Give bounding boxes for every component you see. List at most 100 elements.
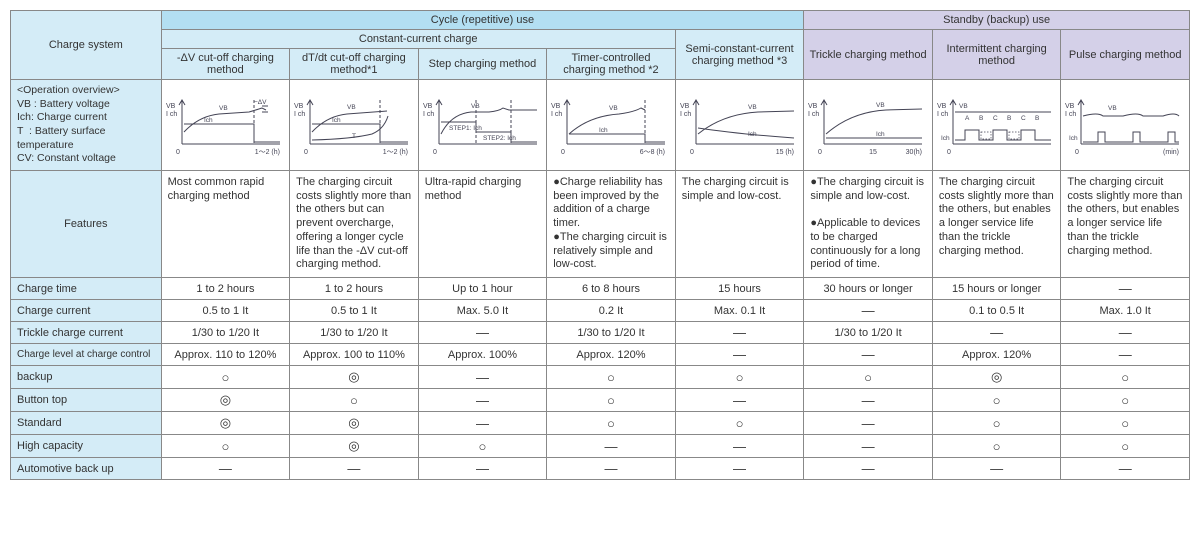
rowhdr-button_top: Button top — [11, 389, 162, 412]
cell-features-2: Ultra-rapid charging method — [418, 170, 547, 277]
rowhdr-auto_backup: Automotive back up — [11, 458, 162, 480]
hdr-trickle: Trickle charging method — [804, 30, 933, 80]
cell-button_top-1: ○ — [290, 389, 419, 412]
rowhdr-high_capacity: High capacity — [11, 435, 162, 458]
svg-text:VB: VB — [609, 105, 618, 112]
cell-high_capacity-5: — — [804, 435, 933, 458]
cell-charge_time-7: — — [1061, 278, 1190, 300]
cell-charge_level-0: Approx. 110 to 120% — [161, 344, 290, 366]
svg-text:Ich: Ich — [204, 117, 213, 124]
hdr-pulse: Pulse charging method — [1061, 30, 1190, 80]
graph-2: VBI ch0VBSTEP1: IchSTEP2: Ich — [418, 80, 547, 171]
rowhdr-features: Features — [11, 170, 162, 277]
svg-text:Ich: Ich — [941, 135, 950, 142]
graph-0: VBI ch01～2 (h)VBIch−ΔV — [161, 80, 290, 171]
svg-text:Ich: Ich — [1069, 135, 1078, 142]
cell-auto_backup-0: — — [161, 458, 290, 480]
svg-text:VB: VB — [680, 103, 690, 110]
cell-charge_time-5: 30 hours or longer — [804, 278, 933, 300]
cell-high_capacity-6: ○ — [932, 435, 1061, 458]
svg-text:VB: VB — [166, 103, 176, 110]
svg-text:B: B — [1035, 115, 1039, 122]
cell-features-4: The charging circuit is simple and low-c… — [675, 170, 804, 277]
overview-line-0: VB : Battery voltage — [17, 98, 155, 112]
cell-backup-2: — — [418, 366, 547, 389]
cell-trickle_charge_current-2: — — [418, 322, 547, 344]
hdr-cycle-use: Cycle (repetitive) use — [161, 11, 804, 30]
cell-trickle_charge_current-4: — — [675, 322, 804, 344]
svg-text:0: 0 — [561, 149, 565, 156]
overview-title: <Operation overview> — [17, 84, 155, 98]
cell-trickle_charge_current-5: 1/30 to 1/20 It — [804, 322, 933, 344]
cell-standard-3: ○ — [547, 412, 676, 435]
cell-button_top-4: — — [675, 389, 804, 412]
cell-charge_current-4: Max. 0.1 It — [675, 300, 804, 322]
cell-trickle_charge_current-0: 1/30 to 1/20 It — [161, 322, 290, 344]
cell-auto_backup-7: — — [1061, 458, 1190, 480]
svg-text:VB: VB — [347, 104, 356, 111]
svg-text:B: B — [979, 115, 983, 122]
svg-text:Ich: Ich — [876, 131, 885, 138]
svg-text:Ich: Ich — [332, 117, 341, 124]
svg-text:I ch: I ch — [1065, 111, 1076, 118]
svg-text:0: 0 — [433, 149, 437, 156]
cell-trickle_charge_current-7: — — [1061, 322, 1190, 344]
cell-charge_time-1: 1 to 2 hours — [290, 278, 419, 300]
svg-text:1～2 (h): 1～2 (h) — [383, 149, 408, 156]
cell-standard-4: ○ — [675, 412, 804, 435]
hdr-method-3: Timer-controlled charging method *2 — [547, 49, 676, 80]
cell-charge_level-5: — — [804, 344, 933, 366]
svg-text:VB: VB — [959, 103, 968, 110]
svg-text:STEP1: Ich: STEP1: Ich — [449, 125, 482, 132]
svg-text:0: 0 — [1075, 149, 1079, 156]
cell-features-1: The charging circuit costs slightly more… — [290, 170, 419, 277]
hdr-method-0: -ΔV cut-off charging method — [161, 49, 290, 80]
cell-charge_level-7: — — [1061, 344, 1190, 366]
cell-standard-0: ◎ — [161, 412, 290, 435]
overview-line-3: CV: Constant voltage — [17, 152, 155, 166]
cell-auto_backup-2: — — [418, 458, 547, 480]
svg-text:VB: VB — [471, 103, 480, 110]
cell-standard-2: — — [418, 412, 547, 435]
cell-auto_backup-5: — — [804, 458, 933, 480]
svg-text:0: 0 — [947, 149, 951, 156]
svg-text:Ich: Ich — [599, 127, 608, 134]
cell-auto_backup-6: — — [932, 458, 1061, 480]
svg-text:15 (h): 15 (h) — [775, 149, 793, 156]
rowhdr-charge_level: Charge level at charge control — [11, 344, 162, 366]
cell-standard-5: — — [804, 412, 933, 435]
cell-backup-6: ◎ — [932, 366, 1061, 389]
cell-charge_current-1: 0.5 to 1 It — [290, 300, 419, 322]
graph-6: VBI ch0VBABCBCBIch — [932, 80, 1061, 171]
svg-text:I ch: I ch — [551, 111, 562, 118]
cell-button_top-6: ○ — [932, 389, 1061, 412]
cell-button_top-3: ○ — [547, 389, 676, 412]
cell-backup-1: ◎ — [290, 366, 419, 389]
svg-text:I ch: I ch — [423, 111, 434, 118]
cell-features-5: ●The charging circuit is simple and low-… — [804, 170, 933, 277]
svg-text:VB: VB — [219, 105, 228, 112]
rowhdr-charge_time: Charge time — [11, 278, 162, 300]
svg-text:B: B — [1007, 115, 1011, 122]
svg-text:VB: VB — [1108, 105, 1117, 112]
svg-text:VB: VB — [748, 104, 757, 111]
cell-charge_time-4: 15 hours — [675, 278, 804, 300]
cell-auto_backup-4: — — [675, 458, 804, 480]
cell-standard-7: ○ — [1061, 412, 1190, 435]
cell-charge_time-3: 6 to 8 hours — [547, 278, 676, 300]
svg-text:Ich: Ich — [748, 131, 757, 138]
overview-line-2: T : Battery surface temperature — [17, 125, 155, 152]
cell-button_top-5: — — [804, 389, 933, 412]
rowhdr-overview: <Operation overview> VB : Battery voltag… — [11, 80, 162, 171]
graph-4: VBI ch015 (h)VBIch — [675, 80, 804, 171]
cell-features-0: Most common rapid charging method — [161, 170, 290, 277]
rowhdr-trickle_charge_current: Trickle charge current — [11, 322, 162, 344]
cell-high_capacity-4: — — [675, 435, 804, 458]
svg-text:15: 15 — [869, 149, 877, 156]
svg-text:0: 0 — [304, 149, 308, 156]
cell-charge_current-0: 0.5 to 1 It — [161, 300, 290, 322]
svg-text:30(h): 30(h) — [906, 149, 922, 156]
cell-trickle_charge_current-6: — — [932, 322, 1061, 344]
cell-backup-5: ○ — [804, 366, 933, 389]
cell-charge_level-1: Approx. 100 to 110% — [290, 344, 419, 366]
